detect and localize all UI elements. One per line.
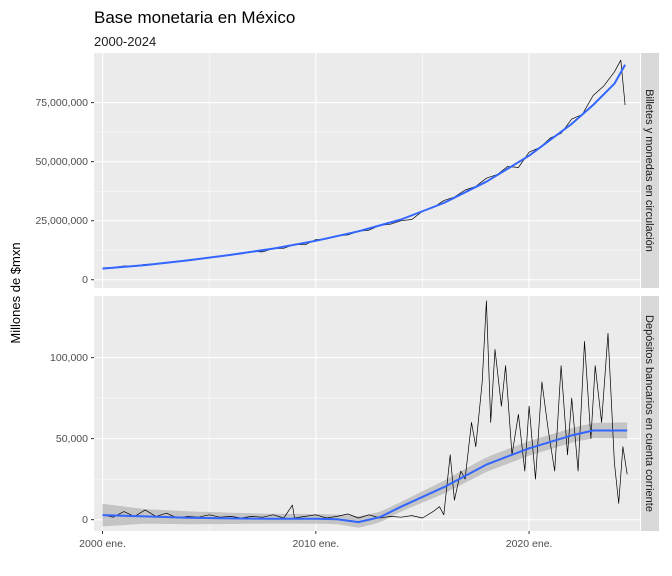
y-tick-label: 0 — [82, 274, 88, 286]
y-tick-label: 0 — [82, 514, 88, 526]
panel-1: 0 25,000,000 50,000,000 75,000,000 Billetes … — [35, 53, 659, 288]
y-tick-label: 25,000,000 — [35, 215, 88, 227]
raw-series-line — [102, 300, 628, 519]
panel-2: 0 50,000 100,000 Depósitos bancarios en cue… — [50, 296, 659, 531]
smooth-series-line — [102, 429, 628, 524]
chart-title: Base monetaria en México — [94, 8, 295, 27]
panel-background — [94, 53, 640, 288]
y-tick-label: 75,000,000 — [35, 97, 88, 109]
facet-strip — [641, 53, 659, 288]
facet-strip-label: Depósitos bancarios en cuenta corriente — [643, 315, 655, 512]
panels: 0 25,000,000 50,000,000 75,000,000 Billetes … — [35, 53, 659, 531]
x-tick-label: 2000 ene. — [79, 538, 126, 550]
facet-strip-label: Billetes y monedas en circulación — [643, 89, 655, 252]
facet-strip — [641, 296, 659, 531]
y-tick-label: 100,000 — [50, 352, 88, 364]
panel-background — [94, 296, 640, 531]
y-tick-label: 50,000 — [56, 433, 88, 445]
smooth-series-line — [102, 64, 626, 270]
x-axis: 2000 ene. 2010 ene. 2020 ene. — [79, 531, 552, 550]
y-axis-label: Millones de $mxn — [8, 242, 23, 343]
x-tick-label: 2020 ene. — [506, 538, 553, 550]
chart-subtitle: 2000-2024 — [94, 34, 156, 49]
x-tick-label: 2010 ene. — [292, 538, 339, 550]
y-tick-label: 50,000,000 — [35, 156, 88, 168]
